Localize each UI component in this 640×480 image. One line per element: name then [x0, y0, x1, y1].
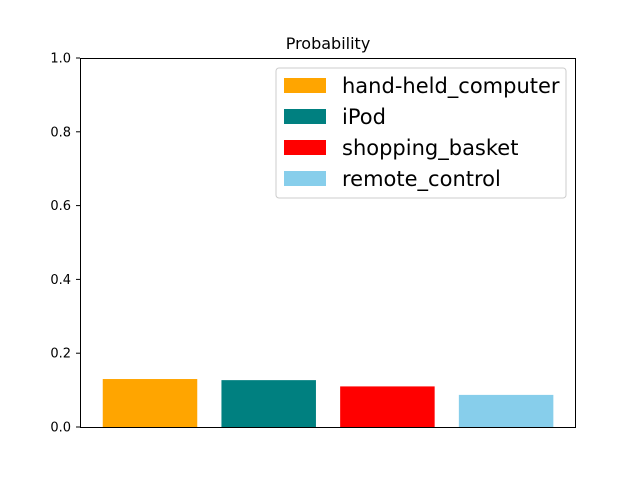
legend-swatch-hand-held_computer: [284, 78, 326, 93]
y-tick-label: 0.6: [50, 199, 71, 214]
bar-shopping_basket: [340, 386, 435, 427]
y-tick-label: 0.8: [50, 125, 71, 140]
y-tick-label: 0.4: [50, 273, 71, 288]
legend-label-remote_control: remote_control: [342, 167, 501, 192]
legend-label-shopping_basket: shopping_basket: [342, 136, 518, 161]
y-tick-label: 0.2: [50, 347, 71, 362]
legend-swatch-shopping_basket: [284, 140, 326, 155]
legend-frame: [275, 67, 567, 199]
legend-swatch-remote_control: [284, 171, 326, 186]
legend-label-hand-held_computer: hand-held_computer: [342, 74, 560, 99]
bar-hand-held_computer: [102, 379, 198, 427]
y-axis: 0.0 0.2 0.4 0.6 0.8 1.0: [50, 52, 80, 436]
bar-iPod: [221, 380, 316, 427]
plot-frame: [80, 58, 576, 428]
y-tick-label: 0.0: [50, 421, 71, 436]
bar-remote_control: [458, 394, 554, 427]
legend: hand-held_computer iPod shopping_basketrem…: [275, 67, 567, 199]
y-tick-label: 1.0: [50, 52, 71, 67]
chart-title: Probability: [286, 34, 371, 53]
legend-swatch-iPod: [284, 109, 326, 124]
bars-layer: [102, 379, 554, 427]
legend-label-iPod: iPod: [342, 105, 386, 129]
